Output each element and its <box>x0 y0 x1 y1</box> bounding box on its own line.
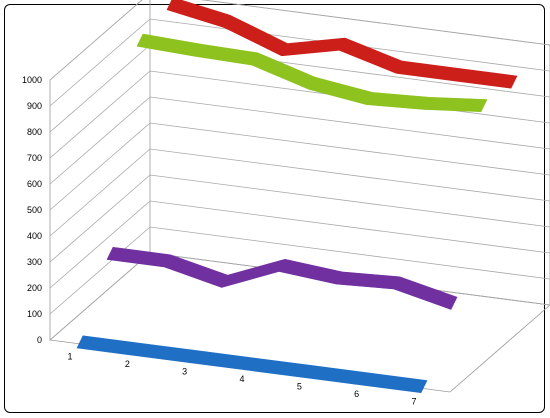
y-tick-label: 300 <box>27 257 42 267</box>
y-tick-label: 0 <box>37 335 42 345</box>
gridline <box>49 200 550 289</box>
gridline <box>49 0 550 81</box>
gridline <box>49 226 550 315</box>
x-tick-label: 4 <box>239 374 244 384</box>
x-tick-label: 7 <box>411 396 416 406</box>
y-tick-label: 500 <box>27 205 42 215</box>
x-tick-label: 2 <box>125 359 130 369</box>
gridline <box>49 148 550 237</box>
gridline <box>49 122 550 211</box>
y-tick-label: 1000 <box>22 75 42 85</box>
series-ribbon-2 <box>136 33 488 113</box>
y-tick-label: 400 <box>27 231 42 241</box>
series-ribbon-1 <box>166 0 518 89</box>
y-tick-label: 800 <box>27 127 42 137</box>
gridline <box>49 174 550 263</box>
gridline <box>49 18 550 107</box>
y-tick-label: 700 <box>27 153 42 163</box>
y-tick-label: 900 <box>27 101 42 111</box>
gridline <box>49 96 550 185</box>
x-tick-label: 1 <box>67 352 72 362</box>
y-tick-label: 200 <box>27 283 42 293</box>
series-ribbon-3 <box>106 246 458 310</box>
series-ribbon-4 <box>76 335 428 394</box>
y-tick-label: 100 <box>27 309 42 319</box>
x-tick-label: 3 <box>182 367 187 377</box>
side-wall <box>49 0 151 341</box>
x-tick-label: 5 <box>297 381 302 391</box>
y-tick-label: 600 <box>27 179 42 189</box>
x-tick-label: 6 <box>354 389 359 399</box>
